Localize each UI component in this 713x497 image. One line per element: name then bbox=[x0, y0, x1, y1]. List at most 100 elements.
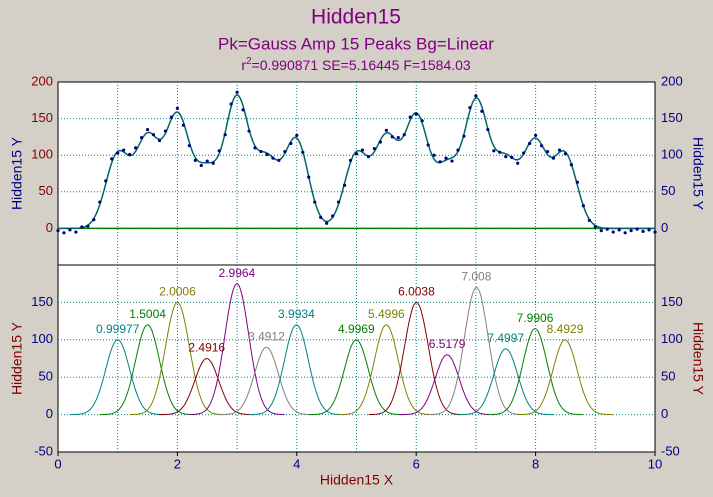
data-point bbox=[157, 138, 162, 143]
peak-curve bbox=[368, 301, 465, 416]
x-tick-label: 6 bbox=[413, 456, 420, 471]
data-point bbox=[283, 149, 287, 154]
peak-curve bbox=[159, 357, 255, 416]
data-point bbox=[223, 133, 227, 137]
data-point bbox=[193, 158, 197, 162]
data-point bbox=[265, 152, 269, 157]
peak-label: 3.9934 bbox=[278, 307, 315, 321]
data-point bbox=[605, 227, 609, 231]
chart-subtitle: Pk=Gauss Amp 15 Peaks Bg=Linear bbox=[218, 34, 494, 53]
data-point bbox=[235, 90, 239, 94]
peak-curve bbox=[399, 354, 495, 416]
data-point bbox=[522, 151, 526, 155]
data-point bbox=[139, 136, 144, 140]
data-point bbox=[575, 180, 579, 184]
data-point bbox=[611, 230, 615, 234]
data-point bbox=[420, 119, 424, 123]
y-tick-label: 200 bbox=[31, 73, 53, 88]
data-point bbox=[62, 231, 66, 235]
y-tick-label-right: 100 bbox=[661, 331, 683, 346]
data-point bbox=[68, 228, 72, 232]
stats-r: r bbox=[241, 57, 246, 73]
fit-curve bbox=[58, 94, 655, 230]
y-tick-label: 100 bbox=[31, 331, 53, 346]
data-point bbox=[169, 115, 174, 119]
data-point bbox=[456, 148, 460, 152]
peak-curve bbox=[129, 301, 226, 416]
data-point bbox=[635, 227, 639, 231]
peak-label: 7.9906 bbox=[517, 311, 554, 325]
data-point bbox=[247, 129, 251, 133]
peak-curve bbox=[218, 346, 315, 416]
data-point bbox=[271, 156, 275, 160]
data-point bbox=[534, 133, 538, 138]
peak-curve bbox=[517, 339, 613, 416]
data-point bbox=[366, 155, 371, 159]
data-point bbox=[498, 150, 502, 154]
data-point bbox=[217, 149, 221, 153]
y-tick-label-right: 200 bbox=[661, 73, 683, 88]
data-point bbox=[229, 102, 233, 106]
data-point bbox=[110, 157, 114, 161]
data-point bbox=[145, 127, 150, 132]
x-tick-label: 2 bbox=[174, 456, 181, 471]
peak-label: 3.4912 bbox=[248, 329, 285, 343]
y-tick-label: -50 bbox=[34, 443, 53, 458]
peak-curve bbox=[487, 328, 583, 416]
data-point bbox=[128, 152, 132, 157]
y-tick-label-right: 50 bbox=[661, 183, 675, 198]
data-point bbox=[307, 175, 311, 179]
data-point bbox=[587, 218, 591, 222]
data-point bbox=[504, 155, 508, 159]
data-point bbox=[295, 133, 299, 138]
data-point bbox=[253, 146, 257, 150]
data-point bbox=[289, 141, 293, 146]
peak-curve bbox=[428, 286, 525, 416]
data-point bbox=[432, 153, 436, 157]
data-point bbox=[617, 228, 621, 232]
peak-curve bbox=[189, 283, 285, 416]
data-point bbox=[629, 228, 633, 233]
y-axis-label: Hidden15 Y bbox=[9, 321, 25, 395]
plot-area bbox=[57, 81, 656, 453]
x-tick-label: 0 bbox=[54, 456, 61, 471]
data-point bbox=[354, 152, 359, 156]
data-point bbox=[623, 231, 627, 235]
data-point bbox=[134, 146, 138, 150]
data-point bbox=[480, 109, 484, 113]
stats-sup: 2 bbox=[246, 56, 252, 67]
peak-curve bbox=[248, 324, 345, 416]
y-tick-label-right: 0 bbox=[661, 220, 668, 235]
data-point bbox=[277, 158, 281, 162]
data-point bbox=[569, 163, 574, 167]
peak-label: 2.0006 bbox=[159, 285, 196, 299]
data-point bbox=[378, 140, 382, 144]
peak-label: 2.9964 bbox=[219, 266, 256, 280]
data-point bbox=[474, 94, 478, 98]
data-point bbox=[557, 148, 562, 152]
data-point bbox=[336, 200, 341, 204]
data-point bbox=[599, 228, 603, 233]
data-point bbox=[325, 221, 329, 225]
y-tick-label: 150 bbox=[31, 294, 53, 309]
data-point bbox=[384, 128, 388, 132]
y-tick-label-right: 100 bbox=[661, 147, 683, 162]
data-point bbox=[468, 106, 472, 110]
y-tick-label-right: -50 bbox=[661, 443, 680, 458]
peak-label: 7.4997 bbox=[487, 331, 524, 345]
data-point bbox=[319, 215, 323, 220]
peak-label: 4.9969 bbox=[338, 322, 375, 336]
data-point bbox=[92, 218, 96, 222]
data-point bbox=[516, 161, 520, 165]
data-point bbox=[408, 115, 412, 119]
peak-curve bbox=[338, 324, 435, 416]
y-axis-label-right: Hidden15 Y bbox=[690, 137, 706, 211]
peak-label: 6.5179 bbox=[429, 337, 466, 351]
y-axis-label-right: Hidden15 Y bbox=[690, 322, 706, 396]
data-point bbox=[414, 112, 418, 116]
data-point bbox=[545, 149, 550, 154]
y-tick-label: 50 bbox=[39, 183, 53, 198]
data-point bbox=[122, 148, 126, 152]
data-point bbox=[342, 183, 347, 187]
